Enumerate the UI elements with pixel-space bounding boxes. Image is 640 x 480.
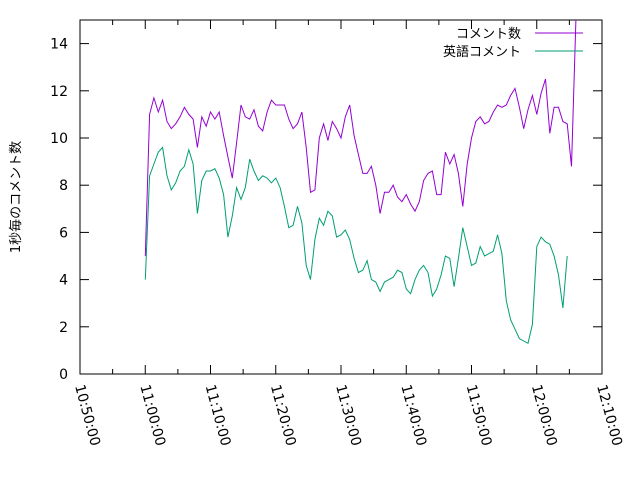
x-tick-label: 10:50:00 xyxy=(71,383,103,448)
x-tick-label: 12:10:00 xyxy=(593,383,625,448)
series-line-0 xyxy=(144,19,577,257)
x-axis: 10:50:00 11:00:00 11:10:00 11:20:00 11:30:00… xyxy=(71,20,625,448)
x-tick-label: 11:10:00 xyxy=(202,383,234,448)
legend-entry-label: 英語コメント xyxy=(443,44,521,60)
legend-entry-label: コメント数 xyxy=(456,27,521,42)
y-axis-label: 1秒毎のコメント数 xyxy=(8,141,24,253)
y-tick-label: 6 xyxy=(59,225,68,241)
y-tick-label: 12 xyxy=(50,84,68,100)
y-tick-label: 2 xyxy=(59,320,68,336)
series-line-1 xyxy=(144,146,568,345)
y-tick-label: 10 xyxy=(50,131,68,147)
x-tick-label: 11:40:00 xyxy=(397,383,429,448)
series-lines xyxy=(144,19,577,345)
x-tick-label: 12:00:00 xyxy=(528,383,560,448)
x-tick-label: 11:30:00 xyxy=(332,383,364,448)
x-tick-label: 11:50:00 xyxy=(463,383,495,448)
y-axis: 0 2 4 6 8 10 12 14 xyxy=(50,37,602,383)
y-tick-label: 4 xyxy=(59,273,68,289)
plot-frame xyxy=(79,19,603,375)
x-tick-label: 11:20:00 xyxy=(267,383,299,448)
y-tick-label: 0 xyxy=(59,367,68,383)
y-tick-label: 8 xyxy=(59,178,68,194)
y-tick-label: 14 xyxy=(50,37,68,53)
x-tick-label: 11:00:00 xyxy=(136,383,168,448)
